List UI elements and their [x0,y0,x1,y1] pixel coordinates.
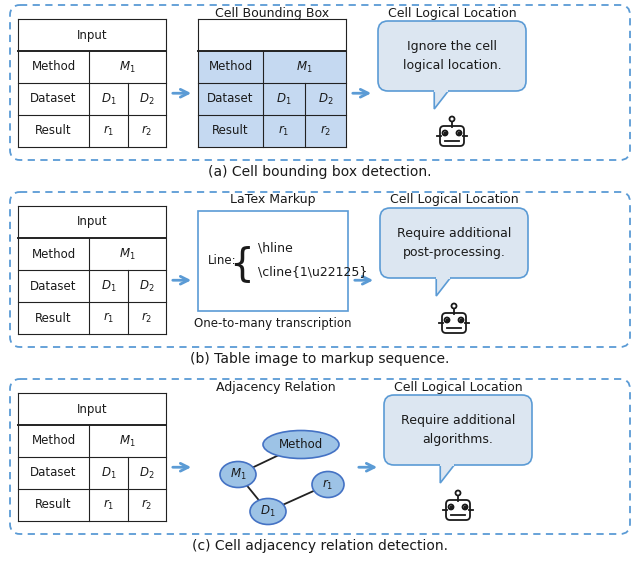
Circle shape [456,131,461,136]
Text: Require additional
algorithms.: Require additional algorithms. [401,414,515,446]
Text: $r_1$: $r_1$ [103,124,115,138]
Text: Result: Result [35,312,72,324]
Text: $M_1$: $M_1$ [230,467,246,482]
Bar [198,83,346,115]
Text: \cline{1\u22125}: \cline{1\u22125} [258,266,367,278]
Circle shape [463,504,467,509]
Text: \hline: \hline [258,242,292,255]
Circle shape [456,490,461,496]
FancyBboxPatch shape [446,500,470,520]
FancyBboxPatch shape [440,126,464,146]
Circle shape [458,317,463,323]
Text: Method: Method [31,247,76,260]
Text: Dataset: Dataset [207,93,254,105]
Text: $r_2$: $r_2$ [141,124,153,138]
Text: Cell Logical Location: Cell Logical Location [390,194,518,206]
Bar [198,115,346,147]
Text: $r_1$: $r_1$ [103,498,115,512]
Text: Input: Input [77,402,108,416]
Text: Method: Method [31,435,76,447]
Text: Cell Logical Location: Cell Logical Location [388,6,516,20]
Circle shape [451,304,456,309]
Polygon shape [435,91,448,109]
Text: $r_2$: $r_2$ [141,498,153,512]
FancyBboxPatch shape [442,313,466,333]
Text: Method: Method [279,438,323,451]
Text: Cell Bounding Box: Cell Bounding Box [215,6,329,20]
Text: $D_2$: $D_2$ [317,91,333,106]
Text: {: { [230,245,254,283]
Text: $r_1$: $r_1$ [323,477,333,492]
FancyBboxPatch shape [384,395,532,465]
Text: $M_1$: $M_1$ [119,247,136,262]
Text: Method: Method [209,60,253,74]
Text: LaTex Markup: LaTex Markup [230,194,316,206]
Text: $D_1$: $D_1$ [276,91,292,106]
Text: (c) Cell adjacency relation detection.: (c) Cell adjacency relation detection. [192,539,448,553]
Text: $D_2$: $D_2$ [140,91,155,106]
Text: $D_1$: $D_1$ [260,504,276,519]
Circle shape [442,131,447,136]
Circle shape [449,504,454,509]
Text: (a) Cell bounding box detection.: (a) Cell bounding box detection. [208,165,432,179]
Text: $D_1$: $D_1$ [101,91,116,106]
Text: Input: Input [77,216,108,228]
Text: Ignore the cell
logical location.: Ignore the cell logical location. [403,40,501,72]
Ellipse shape [220,462,256,488]
Text: Input: Input [77,29,108,41]
Bar [198,51,346,83]
Text: Adjacency Relation: Adjacency Relation [216,381,336,393]
Text: Dataset: Dataset [30,279,77,293]
Text: $r_1$: $r_1$ [278,124,289,138]
Text: $D_1$: $D_1$ [101,278,116,294]
Text: $M_1$: $M_1$ [296,59,313,75]
Text: Line:: Line: [208,255,237,267]
Text: $D_2$: $D_2$ [140,465,155,481]
Text: Result: Result [35,125,72,137]
Polygon shape [440,465,454,483]
Text: $M_1$: $M_1$ [119,59,136,75]
Text: Method: Method [31,60,76,74]
Text: Cell Logical Location: Cell Logical Location [394,381,522,393]
Circle shape [445,317,449,323]
Ellipse shape [250,499,286,524]
Text: One-to-many transcription: One-to-many transcription [195,317,352,331]
Text: $M_1$: $M_1$ [119,434,136,448]
FancyBboxPatch shape [378,21,526,91]
Text: $r_2$: $r_2$ [319,124,331,138]
Text: $D_2$: $D_2$ [140,278,155,294]
Text: $D_1$: $D_1$ [101,465,116,481]
Text: (b) Table image to markup sequence.: (b) Table image to markup sequence. [190,352,450,366]
Text: Result: Result [212,125,249,137]
Circle shape [449,117,454,121]
Ellipse shape [312,472,344,497]
Text: $r_1$: $r_1$ [103,311,115,325]
Ellipse shape [263,431,339,458]
FancyBboxPatch shape [380,208,528,278]
Text: Dataset: Dataset [30,466,77,480]
Text: $r_2$: $r_2$ [141,311,153,325]
FancyBboxPatch shape [198,211,348,311]
Text: Result: Result [35,499,72,512]
Text: Dataset: Dataset [30,93,77,105]
Polygon shape [436,278,451,296]
Text: Require additional
post-processing.: Require additional post-processing. [397,227,511,259]
